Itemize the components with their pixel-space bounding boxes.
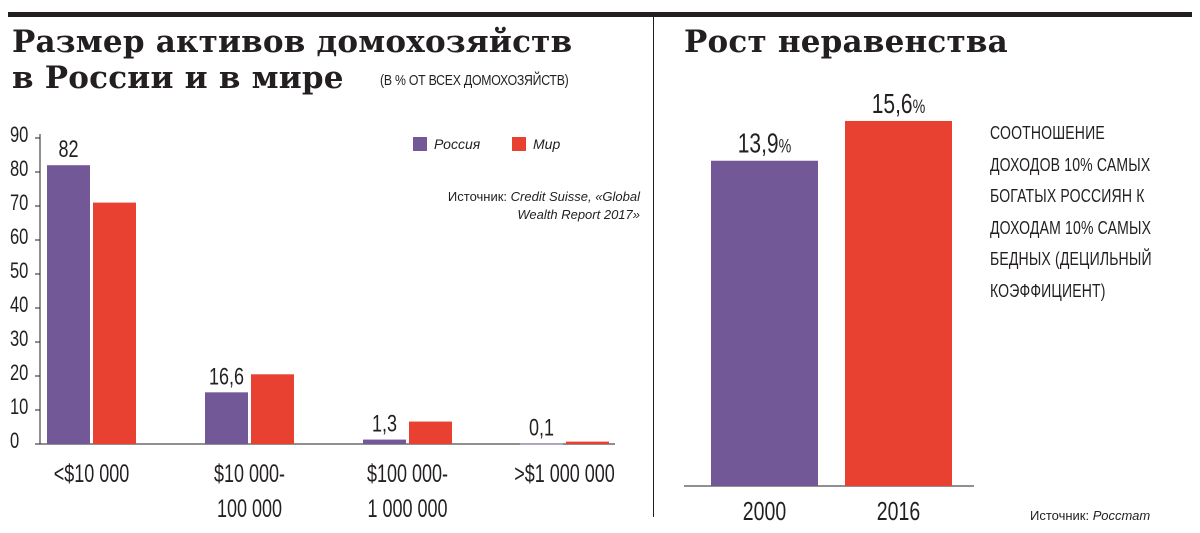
bar-world [251,374,294,444]
x-tick-label: 1 000 000 [367,494,447,523]
bar-russia [47,165,90,444]
left-chart: 0 10 20 30 40 50 60 70 80 90 82 <$10 000 16,6 $10 000… [10,123,615,523]
bar-world [409,421,452,444]
note-line: КОЭФФИЦИЕНТ) [990,280,1106,301]
bar-2016 [845,120,952,487]
panel-divider [653,17,654,517]
x-tick-label: $100 000- [367,459,448,488]
y-tick-label: 50 [10,259,29,284]
left-chart-title-line2: в России и в мире [12,60,344,96]
x-tick-label: 100 000 [217,494,282,523]
x-tick-label: 2000 [743,496,786,525]
legend-world: Мир [512,136,560,152]
bar-russia [205,392,248,444]
bar-russia [363,439,406,444]
y-tick-label: 0 [10,429,19,454]
note-line: ДОХОДАМ 10% САМЫХ [990,217,1152,238]
x-tick-label: 2016 [877,496,920,525]
legend-world-swatch [512,137,526,151]
right-chart: 13,9% 2000 15,6% 2016 [684,89,974,526]
right-source-value: Росстат [1092,508,1151,523]
note-line: БЕДНЫХ (ДЕЦИЛЬНЫЙ [990,249,1152,269]
right-source-label: Источник: [1030,508,1090,523]
y-tick-label: 80 [10,157,29,182]
bar-world [93,202,136,444]
left-chart-source: Источник: Credit Suisse, «Global Wealth … [410,188,640,224]
y-tick-label: 40 [10,293,29,318]
data-label: 13,9% [738,129,792,160]
y-tick-label: 20 [10,361,29,386]
data-label: 15,6% [872,89,926,120]
legend-world-label: Мир [533,136,561,152]
note-line: ДОХОДОВ 10% САМЫХ [990,154,1151,175]
left-chart-title-line1: Размер активов домохозяйств [12,24,573,60]
data-label-russia: 16,6 [209,364,244,390]
note-line: БОГАТЫХ РОССИЯН К [990,186,1145,206]
bar-2000 [711,160,818,487]
left-source-label: Источник: [447,189,508,204]
right-chart-title: Рост неравенства [684,24,1008,60]
top-rule [8,12,1192,17]
data-label-russia: 0,1 [529,415,554,441]
x-tick-label: <$10 000 [54,459,130,488]
legend-russia-label: Россия [434,136,481,152]
y-tick-label: 60 [10,225,29,250]
bar-world [566,441,609,444]
data-label-russia: 1,3 [372,411,397,437]
y-tick-label: 90 [10,123,29,148]
bar-russia [520,443,563,445]
legend-russia: Россия [413,136,480,152]
x-tick-label: $10 000- [214,459,285,488]
right-chart-source: Источник: Росстат [1030,508,1150,523]
y-tick-label: 10 [10,395,29,420]
y-tick-label: 70 [10,191,29,216]
note-line: СООТНОШЕНИЕ [990,123,1105,143]
left-chart-subtitle: (В % ОТ ВСЕХ ДОМОХОЗЯЙСТВ) [380,72,569,89]
x-tick-label: >$1 000 000 [514,459,615,488]
legend-russia-swatch [413,137,427,151]
data-label-russia: 82 [58,137,78,163]
right-chart-note: СООТНОШЕНИЕ ДОХОДОВ 10% САМЫХ БОГАТЫХ РОСС… [990,118,1152,307]
left-source-value: Credit Suisse, «Global Wealth Report 201… [510,189,640,222]
y-tick-label: 30 [10,327,29,352]
